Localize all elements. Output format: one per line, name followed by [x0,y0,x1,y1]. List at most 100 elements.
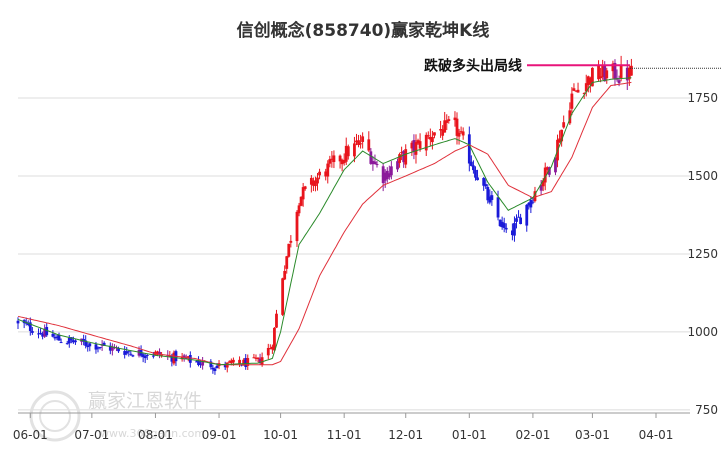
candle-body [184,357,188,359]
candle-body [387,173,391,178]
candle-body [127,351,131,353]
candle-body [84,340,88,346]
candle-body [617,80,621,84]
candle-body [504,227,508,230]
candle-body [357,140,360,145]
candle-body [82,339,86,342]
candle-body [527,202,531,206]
x-tick-label: 02-01 [515,428,550,442]
slow-line [17,81,632,366]
candle-body [373,161,377,165]
x-tick-label: 10-01 [263,428,298,442]
x-tick-label: 07-01 [74,428,109,442]
candle-body [65,343,69,345]
candle-body [525,204,529,226]
candle-body [67,337,71,344]
candle-body [197,360,200,366]
y-tick-label: 1750 [687,91,718,105]
candle-body [625,67,629,81]
candle-body [416,140,420,144]
candle-body [381,166,385,184]
candle-body [125,351,129,354]
candle-body [96,347,100,349]
candle-body [170,355,174,362]
candle-body [129,353,133,355]
candle-body [289,240,293,243]
candle-body [295,211,299,242]
axes: 750 1000 1250 1500 1750 06-01 07-01 08-01 09-01 1… [13,91,718,442]
candle-body [412,140,416,152]
candle-body [246,358,250,366]
candle-body [232,359,235,363]
candle-body [611,63,615,72]
candle-body [469,161,473,166]
candle-body [71,340,75,343]
candle-body [371,161,375,165]
candle-body [88,343,92,347]
candle-body [597,64,600,80]
candle-body [117,347,120,352]
candle-body [244,357,248,367]
candle-body [599,76,603,79]
candle-body [227,361,231,363]
candle-body [328,159,332,164]
y-tick-label: 750 [695,403,718,417]
candle-body [39,332,42,334]
candle-body [541,180,545,187]
candle-body [510,230,514,236]
candle-body [484,184,488,187]
watermark-name: 赢家江恩软件 [88,390,202,412]
candle-body [424,134,428,151]
candle-body [143,355,147,359]
candle-body [359,143,362,145]
candle-body [209,361,213,368]
candle-body [283,270,287,280]
candle-body [455,118,459,136]
candle-body [496,197,500,218]
candle-body [28,322,32,331]
candle-body [256,357,260,360]
x-tick-label: 09-01 [202,428,237,442]
watermark: 赢家江恩软件 www.360gann.com [29,390,205,442]
candle-body [51,333,55,337]
y-tick-label: 1250 [687,247,718,261]
candle-body [500,221,504,228]
candle-body [513,223,516,236]
candle-body [554,157,557,173]
x-tick-label: 06-01 [13,428,48,442]
candle-body [396,161,399,170]
candle-body [102,342,106,346]
candle-body [45,327,49,336]
candle-body [461,131,465,136]
candle-body [439,129,442,131]
candle-body [213,368,217,372]
candle-body [41,333,45,337]
candle-body [30,331,34,333]
candle-body [486,187,490,201]
candle-body [188,355,192,363]
candle-body [316,177,319,184]
watermark-logo-inner-icon [39,400,71,432]
candle-body [326,163,330,177]
candle-body [515,218,518,222]
x-tick-label: 03-01 [575,428,610,442]
candle-body [131,355,135,357]
candle-body [57,334,61,341]
chart-title: 信创概念(858740)赢家乾坤K线 [236,21,490,41]
candle-body [123,351,127,355]
candle-body [43,328,47,337]
candle-body [223,364,227,368]
annotation: 跌破多头出局线 [424,57,722,74]
candle-body [389,166,393,176]
candle-body [273,327,276,351]
candle-body [137,349,141,356]
candle-body [342,159,346,164]
candle-body [110,346,114,351]
candle-body [574,90,578,92]
candle-body [199,363,202,365]
candle-body [285,256,289,269]
candles [16,55,633,375]
candle-body [367,139,371,151]
candle-body [498,219,502,227]
candle-body [502,223,506,228]
